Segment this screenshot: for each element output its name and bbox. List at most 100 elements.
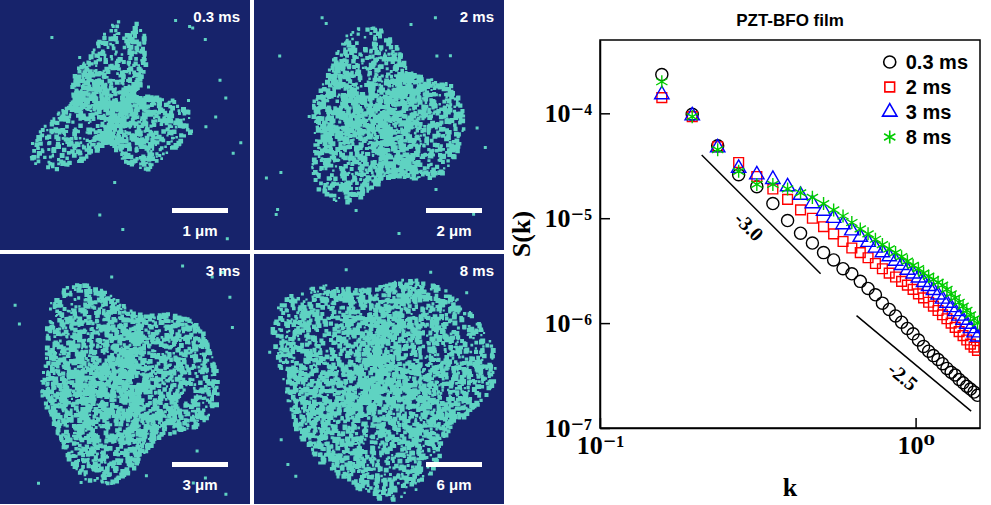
figure: 0.3 ms 1 μm 2 ms 2 μm 3 ms 3 μm 8 ms 6 μm 10⁻¹10… xyxy=(0,0,991,505)
data-point xyxy=(806,237,818,249)
legend-label: 3 ms xyxy=(906,101,952,123)
x-axis-line xyxy=(601,428,981,430)
data-point xyxy=(957,377,969,389)
panel-time: 0.3 ms xyxy=(193,8,240,25)
scale-bar xyxy=(172,208,228,213)
slope-line xyxy=(857,316,972,412)
domain-cluster xyxy=(268,268,496,502)
series-points xyxy=(655,86,980,341)
data-point xyxy=(918,340,930,352)
data-point xyxy=(656,75,667,88)
data-point xyxy=(829,229,839,239)
data-point xyxy=(862,227,873,240)
legend: 0.3 ms 2 ms 3 ms 8 ms xyxy=(883,51,968,148)
data-point xyxy=(837,263,849,275)
legend-item: 3 ms xyxy=(883,101,952,123)
data-point xyxy=(863,253,873,263)
legend-item: 0.3 ms xyxy=(884,51,968,73)
data-point xyxy=(712,143,723,156)
data-point xyxy=(837,209,848,222)
scale-bar-label: 3 μm xyxy=(182,476,217,493)
data-point xyxy=(828,203,839,216)
data-point xyxy=(869,289,881,301)
data-point xyxy=(782,214,794,226)
data-point xyxy=(870,233,881,246)
scale-bar-label: 2 μm xyxy=(436,222,471,239)
panel-background xyxy=(254,254,504,504)
y-tick-mark xyxy=(600,428,610,430)
data-point xyxy=(969,342,979,352)
data-point xyxy=(767,197,779,209)
domain-cluster xyxy=(265,16,487,235)
micrograph-panel: 8 ms 6 μm xyxy=(254,254,504,504)
y-tick: 10⁻⁷ xyxy=(544,414,610,443)
data-point xyxy=(877,238,888,251)
micrograph-panel: 2 ms 2 μm xyxy=(254,0,504,250)
y-axis-line xyxy=(600,41,602,429)
panel-background xyxy=(254,0,504,250)
data-point xyxy=(795,186,806,199)
data-point xyxy=(945,366,957,378)
scale-bar-label: 6 μm xyxy=(436,476,471,493)
slope-label: -3.0 xyxy=(730,207,768,245)
data-point xyxy=(854,275,866,287)
data-point xyxy=(793,187,807,199)
series-points xyxy=(657,93,980,355)
data-point xyxy=(968,386,980,398)
data-point xyxy=(782,182,793,195)
data-point xyxy=(973,345,980,355)
legend-marker xyxy=(884,56,896,68)
y-axis: 10⁻⁷10⁻⁶10⁻⁵10⁻⁴ xyxy=(544,41,610,443)
data-point xyxy=(819,222,829,232)
x-axis-title: k xyxy=(783,473,798,502)
legend-item: 8 ms xyxy=(884,126,951,148)
data-point xyxy=(964,383,976,395)
scale-bar-label: 1 μm xyxy=(182,222,217,239)
data-point xyxy=(687,110,698,123)
data-point xyxy=(783,195,793,205)
micrograph-panel: 3 ms 3 μm xyxy=(0,254,250,504)
chart-title: PZT-BFO film xyxy=(736,11,844,30)
data-point xyxy=(970,328,980,340)
y-tick-mark xyxy=(600,323,610,325)
legend-label: 0.3 ms xyxy=(906,51,968,73)
legend-marker xyxy=(885,82,895,92)
x-tick-label: 10⁰ xyxy=(897,431,934,460)
plot-frame xyxy=(600,40,980,428)
data-point xyxy=(876,297,888,309)
data-point xyxy=(818,197,829,210)
scale-bar xyxy=(426,208,482,213)
panel-time: 3 ms xyxy=(206,262,240,279)
slope-label: -2.5 xyxy=(884,358,922,395)
legend-item: 2 ms xyxy=(885,76,951,98)
x-axis: 10⁻¹10⁰ xyxy=(577,418,981,460)
data-point xyxy=(862,282,874,294)
y-axis-title: S(k) xyxy=(507,211,536,257)
micrograph-panel: 0.3 ms 1 μm xyxy=(0,0,250,250)
data-point xyxy=(953,373,965,385)
data-point xyxy=(733,165,744,178)
y-tick-label: 10⁻⁴ xyxy=(544,99,592,128)
x-tick-mark xyxy=(915,418,917,428)
data-point xyxy=(657,93,667,103)
panel-background xyxy=(0,0,250,250)
data-point xyxy=(972,317,980,330)
legend-marker xyxy=(883,104,897,116)
panel-time: 2 ms xyxy=(460,8,494,25)
domain-cluster xyxy=(30,19,242,240)
domain-cluster xyxy=(14,264,234,495)
y-tick-label: 10⁻⁵ xyxy=(544,204,592,233)
data-point xyxy=(750,166,764,178)
data-point xyxy=(828,254,840,266)
data-point xyxy=(855,222,866,235)
panel-time: 8 ms xyxy=(460,262,494,279)
series-points xyxy=(656,69,980,402)
legend-marker xyxy=(884,130,895,143)
data-point xyxy=(794,227,806,239)
data-point xyxy=(897,276,907,286)
scale-bar xyxy=(172,462,228,467)
data-point xyxy=(796,205,806,215)
y-tick-mark xyxy=(600,113,610,115)
data-point xyxy=(896,250,907,263)
x-tick: 10⁰ xyxy=(897,418,934,460)
